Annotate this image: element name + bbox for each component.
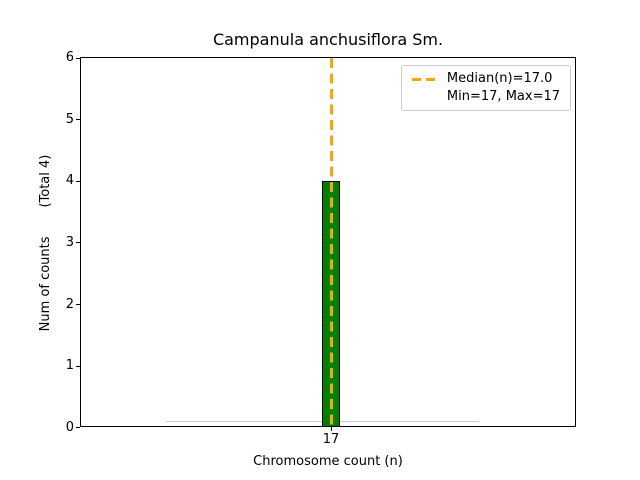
y-tick-label-4: 4	[65, 173, 74, 188]
y-tick-label-6: 6	[65, 50, 74, 65]
y-tick-mark	[76, 181, 80, 182]
y-tick-mark	[76, 427, 80, 428]
legend: Median(n)=17.0 Min=17, Max=17	[400, 65, 571, 111]
x-axis-label: Chromosome count (n)	[253, 454, 403, 469]
plot-area: Campanula anchusiflora Sm. Num of counts…	[38, 30, 576, 469]
orange-dashed-line-icon	[411, 77, 435, 81]
y-tick-label-2: 2	[65, 297, 74, 312]
x-tick-mark	[331, 427, 332, 431]
legend-entry-median: Median(n)=17.0	[411, 70, 560, 88]
y-tick-label-3: 3	[65, 235, 74, 250]
x-tick-label-17: 17	[322, 432, 340, 447]
y-tick-label-0: 0	[65, 420, 74, 435]
median-line	[330, 58, 333, 426]
legend-entry-minmax: Min=17, Max=17	[412, 88, 560, 106]
y-tick-mark	[76, 366, 80, 367]
y-tick-mark	[76, 242, 80, 243]
y-tick-mark	[76, 304, 80, 305]
y-tick-label-1: 1	[65, 358, 74, 373]
y-tick-mark	[76, 58, 80, 59]
legend-label-median: Median(n)=17.0	[446, 71, 553, 86]
chart-title: Campanula anchusiflora Sm.	[212, 30, 444, 49]
legend-label-minmax: Min=17, Max=17	[446, 89, 560, 104]
y-tick-label-5: 5	[65, 112, 74, 127]
legend-handle-spacer	[412, 96, 435, 99]
y-tick-mark	[76, 119, 80, 120]
